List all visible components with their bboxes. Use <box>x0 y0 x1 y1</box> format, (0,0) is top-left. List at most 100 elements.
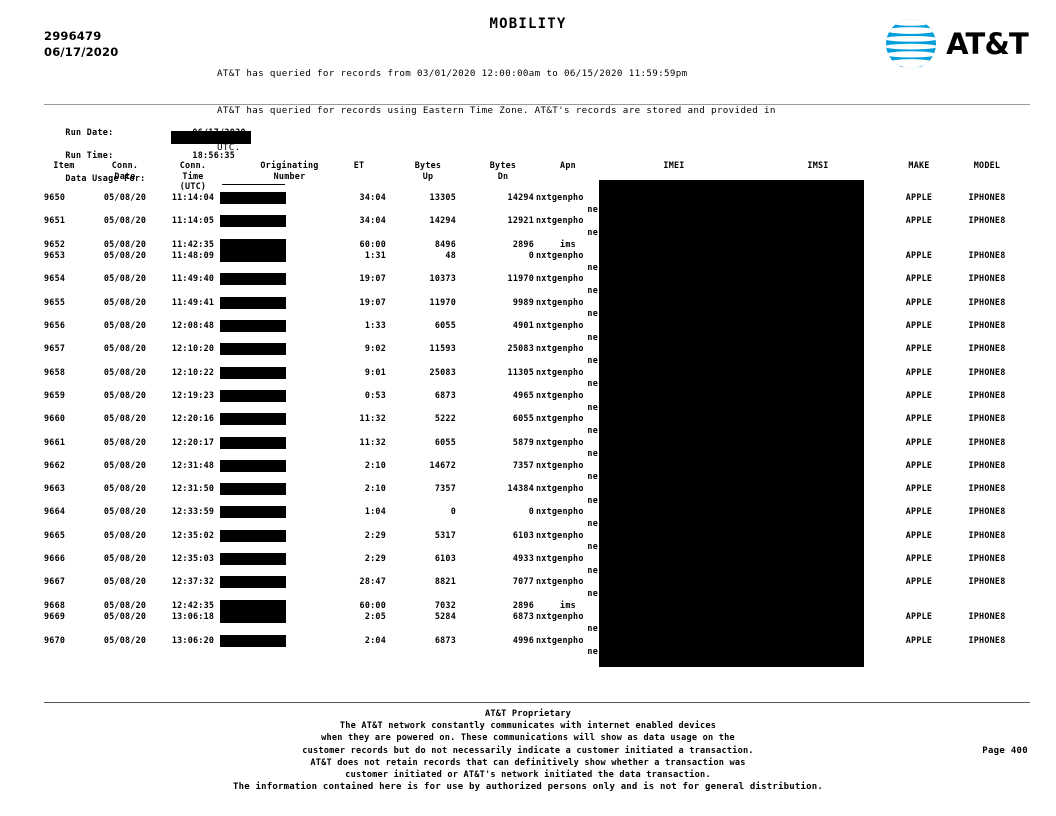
redaction-box-originating-number <box>220 389 286 402</box>
cell-make: APPLE <box>905 366 933 377</box>
cell-bytes-up: 11593 <box>429 343 456 354</box>
cell-model: IPHONE8 <box>968 320 1006 331</box>
redaction-box-originating-number <box>220 215 286 228</box>
run-time-label: Run Time: <box>65 149 114 160</box>
column-header-originating-number: Originating Number <box>260 160 319 181</box>
document-number: 2996479 <box>44 29 102 43</box>
table-row: 9667 05/08/20 12:37:32 28:47 8821 7077 nxtgenp… <box>36 576 1026 599</box>
cell-model: IPHONE8 <box>968 366 1006 377</box>
cell-item: 9658 <box>44 366 66 377</box>
cell-et: 19:07 <box>359 273 386 284</box>
redaction-box-originating-number <box>220 250 286 263</box>
cell-model: IPHONE8 <box>968 553 1006 564</box>
cell-model: IPHONE8 <box>968 192 1006 202</box>
footer-proprietary-notice: AT&T Proprietary The AT&T network consta… <box>0 708 1056 781</box>
cell-bytes-up: 5317 <box>434 529 456 540</box>
cell-apn: nxtgenpho ne <box>536 389 598 412</box>
cell-bytes-up: 8821 <box>434 576 456 587</box>
cell-conn-time: 11:48:09 <box>171 250 215 261</box>
cell-et: 0:53 <box>364 389 386 400</box>
cell-apn: nxtgenpho ne <box>536 634 598 657</box>
cell-make: APPLE <box>905 215 933 226</box>
table-body: 9650 05/08/20 11:14:04 34:04 13305 14294 nxtge… <box>36 192 1026 658</box>
cell-conn-time: 12:31:48 <box>171 459 215 470</box>
att-logo-text: AT&T <box>946 26 1029 61</box>
cell-bytes-dn: 11970 <box>507 273 534 284</box>
table-row: 9665 05/08/20 12:35:02 2:29 5317 6103 nxtgenph… <box>36 529 1026 553</box>
cell-model: IPHONE8 <box>968 389 1006 400</box>
cell-model: IPHONE8 <box>968 529 1006 540</box>
cell-apn: nxtgenpho ne <box>536 343 598 365</box>
cell-et: 2:29 <box>364 529 386 540</box>
cell-bytes-up: 48 <box>445 250 456 261</box>
cell-conn-time: 11:42:35 <box>171 238 215 249</box>
cell-item: 9657 <box>44 343 66 354</box>
cell-bytes-up: 14672 <box>429 459 456 470</box>
redaction-box-originating-number <box>220 611 286 624</box>
cell-bytes-up: 14294 <box>429 215 456 226</box>
cell-make: APPLE <box>905 296 933 307</box>
cell-conn-date: 05/08/20 <box>103 436 147 447</box>
query-line-2: AT&T has queried for records using Easte… <box>217 105 776 117</box>
cell-et: 60:00 <box>359 599 386 610</box>
column-header-conn-date: Conn. Date <box>111 160 139 181</box>
cell-item: 9663 <box>44 483 66 494</box>
cell-conn-date: 05/08/20 <box>103 553 147 564</box>
redaction-box-originating-number <box>220 599 286 612</box>
table-row: 9654 05/08/20 11:49:40 19:07 10373 11970 nxtge… <box>36 273 1026 296</box>
redaction-box-originating-number <box>220 553 286 566</box>
cell-bytes-up: 6873 <box>434 634 456 645</box>
cell-bytes-dn: 12921 <box>507 215 534 226</box>
cell-item: 9650 <box>44 192 66 202</box>
cell-et: 1:31 <box>364 250 386 261</box>
cell-make: APPLE <box>905 634 933 645</box>
cell-make: APPLE <box>905 273 933 284</box>
cell-model: IPHONE8 <box>968 250 1006 261</box>
footer-line-1: AT&T Proprietary <box>485 709 571 719</box>
cell-item: 9652 <box>44 238 66 249</box>
query-line-3: UTC. <box>217 141 241 153</box>
cell-make: APPLE <box>905 389 933 400</box>
cell-et: 19:07 <box>359 296 386 307</box>
cell-apn: nxtgenpho ne <box>536 436 598 459</box>
redaction-box-originating-number <box>220 529 286 542</box>
cell-bytes-up: 6055 <box>434 320 456 331</box>
cell-model: IPHONE8 <box>968 611 1006 622</box>
cell-conn-date: 05/08/20 <box>103 529 147 540</box>
redaction-box-originating-number <box>220 506 286 519</box>
cell-make: APPLE <box>905 250 933 261</box>
footer-divider <box>44 702 1030 703</box>
query-line-1: AT&T has queried for records from 03/01/… <box>217 68 688 80</box>
column-header-make: MAKE <box>908 160 930 170</box>
cell-et: 2:10 <box>364 459 386 470</box>
cell-make: APPLE <box>905 413 933 424</box>
column-header-bytes-up: Bytes Up <box>414 160 442 181</box>
cell-bytes-up: 0 <box>450 506 456 517</box>
cell-make: APPLE <box>905 343 933 354</box>
redaction-box-originating-number <box>220 459 286 472</box>
cell-model: IPHONE8 <box>968 436 1006 447</box>
cell-bytes-up: 11970 <box>429 296 456 307</box>
redaction-box-originating-number <box>220 634 286 647</box>
cell-model: IPHONE8 <box>968 634 1006 645</box>
cell-et: 9:01 <box>364 366 386 377</box>
cell-et: 9:02 <box>364 343 386 354</box>
cell-conn-date: 05/08/20 <box>103 320 147 331</box>
redaction-box-originating-number <box>220 436 286 449</box>
cell-make: APPLE <box>905 320 933 331</box>
cell-bytes-up: 5284 <box>434 611 456 622</box>
cell-bytes-up: 7032 <box>434 599 456 610</box>
cell-apn: nxtgenpho ne <box>536 296 598 319</box>
document-date: 06/17/2020 <box>44 45 119 59</box>
cell-conn-date: 05/08/20 <box>103 506 147 517</box>
cell-conn-date: 05/08/20 <box>103 238 147 249</box>
cell-model: IPHONE8 <box>968 343 1006 354</box>
cell-bytes-up: 6873 <box>434 389 456 400</box>
cell-bytes-dn: 11305 <box>507 366 534 377</box>
cell-conn-date: 05/08/20 <box>103 192 147 202</box>
cell-item: 9659 <box>44 389 66 400</box>
cell-conn-time: 12:33:59 <box>171 506 215 517</box>
cell-bytes-dn: 7077 <box>512 576 534 587</box>
cell-bytes-dn: 6103 <box>512 529 534 540</box>
cell-conn-date: 05/08/20 <box>103 413 147 424</box>
